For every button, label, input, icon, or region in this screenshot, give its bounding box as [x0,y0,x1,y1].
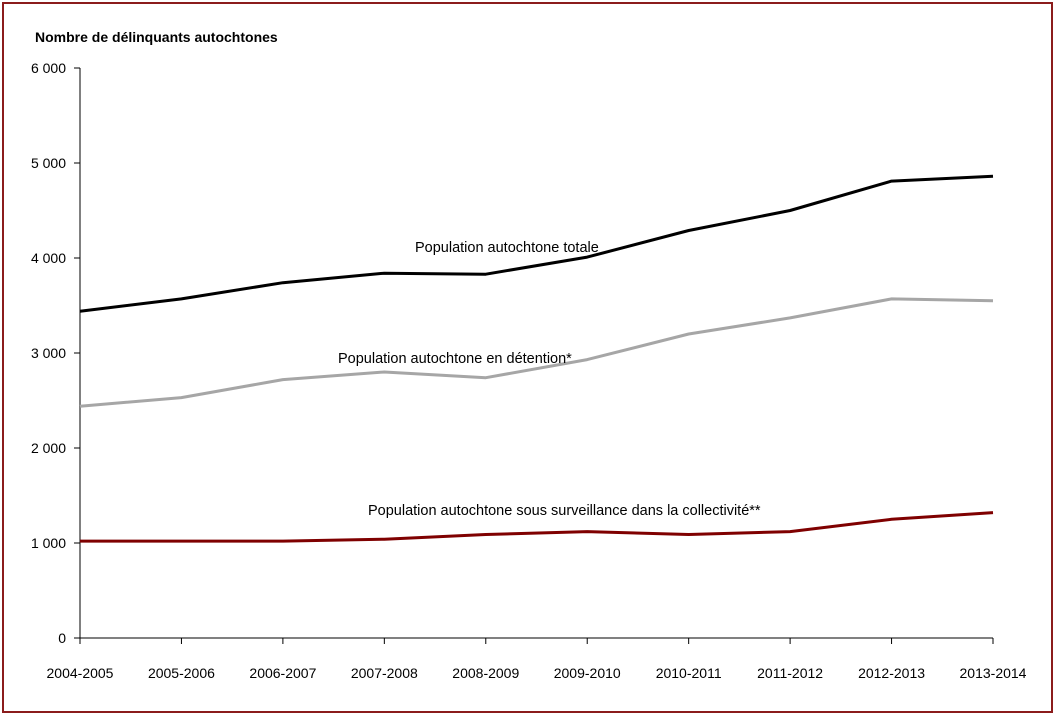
y-tick-label: 1 000 [31,535,66,551]
y-tick-label: 6 000 [31,60,66,76]
series-label-detention: Population autochtone en détention* [338,351,572,367]
y-tick-label: 2 000 [31,440,66,456]
series-lines [79,174,994,543]
y-tick-label: 5 000 [31,155,66,171]
x-tick-label: 2012-2013 [858,665,925,681]
y-tick-label: 0 [58,630,66,646]
x-tick-label: 2013-2014 [960,665,1027,681]
series-label-community: Population autochtone sous surveillance … [368,503,761,519]
x-tick-label: 2005-2006 [148,665,215,681]
x-axis: 2004-2005 2005-2006 2006-2007 2007-2008 2008… [47,637,1027,681]
x-tick-label: 2007-2008 [351,665,418,681]
x-tick-label: 2004-2005 [47,665,114,681]
series-labels: Population autochtone totale Population a… [338,240,761,519]
x-tick-label: 2008-2009 [452,665,519,681]
x-tick-label: 2009-2010 [554,665,621,681]
series-label-total: Population autochtone totale [415,240,599,256]
series-line-detention [79,297,994,408]
x-tick-label: 2006-2007 [249,665,316,681]
series-line-community [80,511,994,543]
y-tick-label: 3 000 [31,345,66,361]
y-tick-label: 4 000 [31,250,66,266]
series-line-total [79,174,994,313]
y-axis: 0 1 000 2 000 3 000 4 000 5 000 6 000 [31,60,81,646]
x-tick-label: 2011-2012 [757,665,823,681]
y-axis-title: Nombre de délinquants autochtones [35,29,278,45]
x-tick-label: 2010-2011 [656,665,722,681]
